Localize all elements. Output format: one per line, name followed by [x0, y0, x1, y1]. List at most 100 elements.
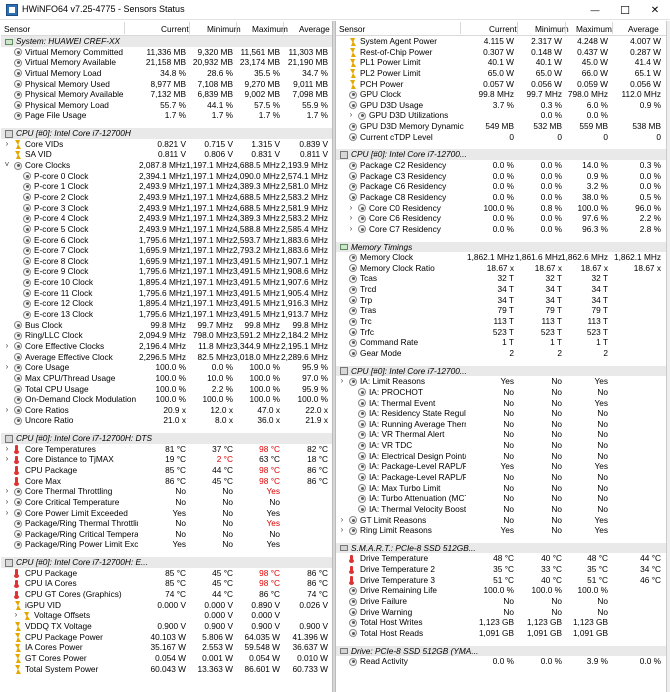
sensor-row[interactable]: GPU D3D Usage 3.7 % 0.3 % 6.0 % 0.9 %: [336, 100, 666, 111]
col-average[interactable]: Average: [299, 24, 330, 34]
pane-splitter[interactable]: [332, 21, 336, 692]
expand-icon[interactable]: ›: [5, 138, 9, 148]
sensor-row[interactable]: PCH Power 0.057 W 0.056 W 0.059 W 0.056 W: [336, 79, 666, 90]
sensor-row[interactable]: E-core 10 Clock 1,895.4 MHz 1,197.1 MHz 3,4…: [1, 277, 332, 288]
sensor-row[interactable]: › Core C0 Residency 100.0 % 0.8 % 100.0 % 96.…: [336, 203, 666, 214]
sensor-row[interactable]: › Core Usage 100.0 % 0.0 % 100.0 % 95.9 %: [1, 362, 332, 373]
sensor-row[interactable]: IA: Turbo Attenuation (MCT) No No No: [336, 493, 666, 504]
sensor-row[interactable]: › Core Temperatures 81 °C 37 °C 98 °C 82 °C: [1, 444, 332, 455]
sensor-pane-right[interactable]: Sensor Current Minimum Maximum Average S…: [336, 21, 666, 692]
sensor-row[interactable]: Drive Temperature 48 °C 40 °C 48 °C 44 °C: [336, 553, 666, 564]
expand-icon[interactable]: ›: [5, 496, 9, 506]
col-minimum[interactable]: Minimum: [207, 24, 241, 34]
sensor-row[interactable]: Drive Temperature 2 35 °C 33 °C 35 °C 34 °C: [336, 564, 666, 575]
sensor-row[interactable]: Current cTDP Level 0 0 0 0: [336, 132, 666, 143]
sensor-row[interactable]: Package C6 Residency 0.0 % 0.0 % 3.2 % 0.0 %: [336, 181, 666, 192]
sensor-row[interactable]: Physical Memory Load 55.7 % 44.1 % 57.5 % 55…: [1, 100, 332, 111]
sensor-row[interactable]: › Core VIDs 0.821 V 0.715 V 1.315 V 0.839 V: [1, 139, 332, 150]
sensor-row[interactable]: Drive Warning No No No: [336, 607, 666, 618]
sensor-row[interactable]: IA: Max Turbo Limit No No No: [336, 483, 666, 494]
sensor-row[interactable]: › Core Distance to TjMAX 19 °C 2 °C 63 °C 18 …: [1, 454, 332, 465]
sensor-row[interactable]: E-core 7 Clock 1,695.9 MHz 1,197.1 MHz 2,79…: [1, 245, 332, 256]
sensor-row[interactable]: › IA: Limit Reasons Yes No Yes: [336, 376, 666, 387]
sensor-group-header[interactable]: CPU [#0]: Intel Core i7-12700H: DTS: [1, 433, 332, 444]
maximize-button[interactable]: ☐: [610, 0, 640, 20]
sensor-row[interactable]: CPU GT Cores (Graphics) 74 °C 44 °C 86 °C 74…: [1, 589, 332, 600]
sensor-row[interactable]: Tcas 32 T 32 T 32 T: [336, 273, 666, 284]
sensor-row[interactable]: Page File Usage 1.7 % 1.7 % 1.7 % 1.7 %: [1, 110, 332, 121]
sensor-row[interactable]: Package/Ring Thermal Throttling No No Yes: [1, 518, 332, 529]
expand-icon[interactable]: ›: [5, 404, 9, 414]
sensor-row[interactable]: › Voltage Offsets 0.000 V 0.000 V: [1, 610, 332, 621]
expand-icon[interactable]: ›: [349, 202, 353, 212]
sensor-row[interactable]: › GT Limit Reasons No No Yes: [336, 515, 666, 526]
sensor-row[interactable]: GT Cores Power 0.054 W 0.001 W 0.054 W 0.010…: [1, 653, 332, 664]
sensor-row[interactable]: Max CPU/Thread Usage 100.0 % 10.0 % 100.0 %…: [1, 373, 332, 384]
expand-icon[interactable]: ›: [5, 486, 9, 496]
col-minimum[interactable]: Minimum: [535, 24, 569, 34]
sensor-row[interactable]: › Core Thermal Throttling No No Yes: [1, 486, 332, 497]
sensor-row[interactable]: › Ring Limit Reasons Yes No Yes: [336, 525, 666, 536]
sensor-row[interactable]: P-core 3 Clock 2,493.9 MHz 1,197.1 MHz 4,68…: [1, 203, 332, 214]
sensor-row[interactable]: CPU Package 85 °C 45 °C 98 °C 86 °C: [1, 568, 332, 579]
sensor-row[interactable]: Trfc 523 T 523 T 523 T: [336, 327, 666, 338]
sensor-row[interactable]: Physical Memory Available 7,132 MB 6,839 M…: [1, 89, 332, 100]
sensor-row[interactable]: Trp 34 T 34 T 34 T: [336, 295, 666, 306]
expand-icon[interactable]: ›: [14, 610, 18, 620]
sensor-row[interactable]: Ring/LLC Clock 2,094.9 MHz 798.0 MHz 3,591.…: [1, 330, 332, 341]
sensor-pane-left[interactable]: Sensor Current Minimum Maximum Average S…: [1, 21, 332, 692]
sensor-row[interactable]: IA: Thermal Event No No Yes: [336, 398, 666, 409]
sensor-row[interactable]: Bus Clock 99.8 MHz 99.7 MHz 99.8 MHz 99.8 MH…: [1, 320, 332, 331]
sensor-row[interactable]: E-core 6 Clock 1,795.6 MHz 1,197.1 MHz 2,59…: [1, 235, 332, 246]
sensor-row[interactable]: P-core 2 Clock 2,493.9 MHz 1,197.1 MHz 4,68…: [1, 192, 332, 203]
sensor-row[interactable]: Virtual Memory Committed 11,336 MB 9,320 M…: [1, 47, 332, 58]
close-button[interactable]: ✕: [640, 0, 670, 20]
sensor-row[interactable]: Rest-of-Chip Power 0.307 W 0.148 W 0.437 W 0…: [336, 47, 666, 58]
sensor-row[interactable]: Average Effective Clock 2,296.5 MHz 82.5 M…: [1, 352, 332, 363]
col-sensor[interactable]: Sensor: [4, 24, 31, 34]
sensor-row[interactable]: › Core Effective Clocks 2,196.4 MHz 11.8 MH…: [1, 341, 332, 352]
sensor-row[interactable]: Physical Memory Used 8,977 MB 7,108 MB 9,27…: [1, 79, 332, 90]
sensor-row[interactable]: IA: VR TDC No No No: [336, 440, 666, 451]
sensor-row[interactable]: IA: Package-Level RAPL/PB... No No No: [336, 472, 666, 483]
sensor-row[interactable]: › GPU D3D Utilizations 0.0 % 0.0 %: [336, 110, 666, 121]
sensor-group-header[interactable]: CPU [#0]: Intel Core i7-12700...: [336, 149, 666, 161]
expand-icon[interactable]: ›: [340, 514, 344, 524]
sensor-row[interactable]: IA: Thermal Velocity Boost No No No: [336, 504, 666, 515]
sensor-row[interactable]: Package/Ring Critical Temperature No No No: [1, 529, 332, 540]
sensor-row[interactable]: IA Cores Power 35.167 W 2.553 W 59.548 W 36.…: [1, 642, 332, 653]
sensor-group-header[interactable]: Drive: PCIe-8 SSD 512GB (YMA...: [336, 645, 666, 657]
sensor-group-header[interactable]: System: HUAWEI CREF-XX: [1, 36, 332, 47]
sensor-row[interactable]: E-core 8 Clock 1,695.9 MHz 1,197.1 MHz 3,49…: [1, 256, 332, 267]
expand-icon[interactable]: ›: [349, 110, 353, 120]
sensor-row[interactable]: CPU Package 85 °C 44 °C 98 °C 86 °C: [1, 465, 332, 476]
sensor-row[interactable]: P-core 4 Clock 2,493.9 MHz 1,197.1 MHz 4,38…: [1, 213, 332, 224]
sensor-row[interactable]: Virtual Memory Load 34.8 % 28.6 % 35.5 % 34.…: [1, 68, 332, 79]
expand-icon[interactable]: ›: [340, 525, 344, 535]
col-current[interactable]: Current: [161, 24, 189, 34]
sensor-row[interactable]: Command Rate 1 T 1 T 1 T: [336, 337, 666, 348]
sensor-row[interactable]: ˅ Core Clocks 2,087.8 MHz 1,197.1 MHz 4,688.…: [1, 160, 332, 171]
sensor-row[interactable]: IA: Package-Level RAPL/PB... Yes No Yes: [336, 461, 666, 472]
col-maximum[interactable]: Maximum: [252, 24, 288, 34]
col-sensor[interactable]: Sensor: [339, 24, 366, 34]
sensor-row[interactable]: › Core C6 Residency 0.0 % 0.0 % 97.6 % 2.2 %: [336, 213, 666, 224]
sensor-row[interactable]: GPU Clock 99.8 MHz 99.7 MHz 798.0 MHz 112.0 …: [336, 89, 666, 100]
sensor-row[interactable]: PL2 Power Limit 65.0 W 65.0 W 66.0 W 65.1 W: [336, 68, 666, 79]
sensor-row[interactable]: Drive Failure No No No: [336, 596, 666, 607]
sensor-group-header[interactable]: CPU [#0]: Intel Core i7-12700...: [336, 365, 666, 377]
sensor-row[interactable]: IA: Residency State Regula... No No No: [336, 408, 666, 419]
sensor-row[interactable]: Virtual Memory Available 21,158 MB 20,932 …: [1, 57, 332, 68]
sensor-row[interactable]: VDDQ TX Voltage 0.900 V 0.900 V 0.900 V 0.90…: [1, 621, 332, 632]
sensor-row[interactable]: IA: VR Thermal Alert No No No: [336, 429, 666, 440]
expand-icon[interactable]: ›: [349, 213, 353, 223]
col-current[interactable]: Current: [489, 24, 517, 34]
sensor-row[interactable]: › Core Power Limit Exceeded Yes No Yes: [1, 508, 332, 519]
sensor-group-header[interactable]: S.M.A.R.T.: PCIe-8 SSD 512GB...: [336, 542, 666, 554]
sensor-row[interactable]: E-core 12 Clock 1,895.4 MHz 1,197.1 MHz 3,4…: [1, 298, 332, 309]
sensor-row[interactable]: Memory Clock 1,862.1 MHz 1,861.6 MHz 1,862.…: [336, 252, 666, 263]
sensor-row[interactable]: CPU Package Power 40.103 W 5.806 W 64.035 W…: [1, 632, 332, 643]
expand-icon[interactable]: ›: [5, 443, 9, 453]
sensor-row[interactable]: Total Host Reads 1,091 GB 1,091 GB 1,091 GB: [336, 628, 666, 639]
sensor-row[interactable]: Package C2 Residency 0.0 % 0.0 % 14.0 % 0.3 …: [336, 160, 666, 171]
